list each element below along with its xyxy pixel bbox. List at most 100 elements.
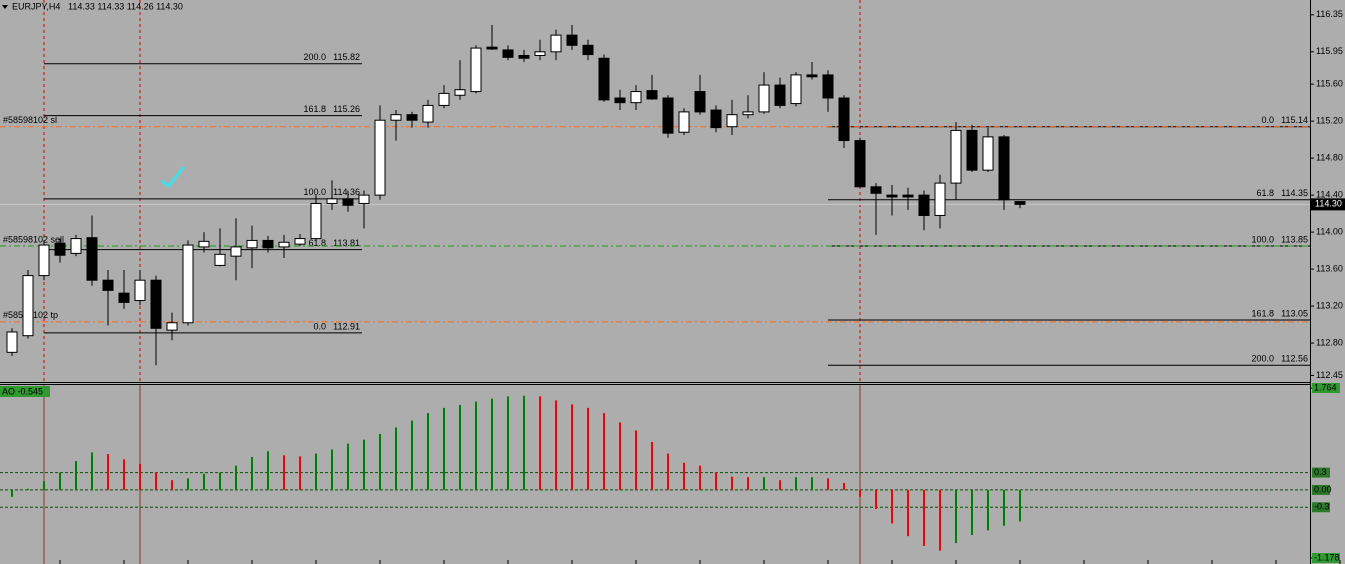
candle-body: [918, 194, 930, 216]
y-tick-label: 116.35: [1316, 9, 1343, 19]
candle-body: [726, 114, 738, 128]
candle-body: [294, 238, 306, 245]
candle-body: [982, 136, 994, 171]
check-mark: [161, 166, 186, 189]
candle-body: [566, 34, 578, 46]
candle-body: [886, 194, 898, 198]
candle-body: [742, 111, 754, 116]
candle-body: [102, 279, 114, 291]
candle-body: [86, 237, 98, 281]
y-tick-label: 115.95: [1316, 46, 1343, 56]
candle-body: [310, 202, 322, 240]
candle-body: [182, 244, 194, 324]
candle-body: [950, 129, 962, 184]
candle-body: [790, 74, 802, 105]
candle-body: [998, 136, 1010, 201]
candle-body: [374, 119, 386, 196]
symbol: EURJPY,H4: [12, 1, 60, 11]
candle-body: [406, 114, 418, 121]
candle-body: [806, 74, 818, 78]
y-tick-box: [1312, 467, 1330, 478]
y-tick-label: 1.764: [1314, 382, 1337, 392]
fibo-level-label: 61.8: [1256, 188, 1274, 198]
y-tick-label: -1.178: [1314, 552, 1340, 562]
candle-body: [854, 140, 866, 188]
candle-body: [838, 97, 850, 142]
candle-body: [758, 84, 770, 113]
order-label: #58598102 sl: [3, 115, 57, 125]
candle-body: [550, 34, 562, 53]
candle-body: [630, 91, 642, 104]
candle-body: [246, 239, 258, 249]
y-tick-box: [1312, 553, 1340, 563]
fibo-level-label: 200.0: [1251, 354, 1274, 364]
y-tick-label: 114.00: [1316, 226, 1343, 236]
fibo-price-label: 115.14: [1281, 115, 1308, 125]
y-tick-label: 115.20: [1316, 116, 1343, 126]
fibo-level-label: 161.8: [303, 104, 326, 114]
candle-body: [614, 97, 626, 104]
candle-body: [342, 198, 354, 206]
candle-body: [326, 198, 338, 204]
candle-body: [166, 322, 178, 331]
y-tick-label: 115.60: [1316, 79, 1343, 89]
y-tick-label: -0.3: [1314, 502, 1330, 512]
indicator-label: AO -0.545: [2, 386, 43, 396]
y-tick-label: 113.20: [1316, 300, 1343, 310]
candle-body: [262, 239, 274, 249]
fibo-level-label: 0.0: [1261, 115, 1274, 125]
candle-body: [966, 129, 978, 171]
candle-body: [118, 292, 130, 303]
fibo-price-label: 115.82: [333, 52, 360, 62]
candle-body: [198, 240, 210, 248]
candle-body: [502, 49, 514, 58]
candle-body: [438, 92, 450, 106]
current-price-label: 114.30: [1315, 199, 1342, 209]
candle-body: [422, 104, 434, 123]
fibo-price-label: 113.81: [333, 238, 360, 248]
candle-body: [134, 279, 146, 302]
candle-body: [822, 74, 834, 99]
order-label: #58598102 sell: [3, 234, 64, 244]
candle-body: [54, 242, 66, 256]
y-tick-label: 114.80: [1316, 153, 1343, 163]
candle-body: [150, 279, 162, 329]
y-tick-label: 114.40: [1316, 189, 1343, 199]
candle-body: [710, 109, 722, 129]
fibo-price-label: 113.85: [1281, 234, 1308, 244]
fibo-price-label: 114.36: [333, 187, 360, 197]
candle-body: [646, 90, 658, 100]
candle-body: [358, 194, 370, 204]
candle-body: [902, 194, 914, 198]
candle-body: [486, 46, 498, 50]
candle-body: [934, 182, 946, 216]
candle-body: [470, 47, 482, 93]
menu-arrow: [2, 5, 8, 9]
candle-body: [454, 89, 466, 96]
candle-body: [694, 91, 706, 113]
current-price-tag: [1310, 198, 1345, 211]
fibo-level-label: 100.0: [303, 187, 326, 197]
fibo-price-label: 115.26: [333, 104, 360, 114]
y-tick-box: [1312, 502, 1330, 513]
candle-body: [582, 44, 594, 56]
candle-body: [38, 244, 50, 277]
y-tick-box: [1312, 383, 1340, 393]
candle-body: [598, 57, 610, 101]
fibo-price-label: 112.91: [333, 321, 360, 331]
fibo-price-label: 113.05: [1281, 308, 1308, 318]
candle-body: [774, 84, 786, 106]
y-tick-label: 113.60: [1316, 263, 1343, 273]
candle-body: [870, 186, 882, 194]
fibo-level-label: 100.0: [1251, 234, 1274, 244]
fibo-level-label: 0.0: [313, 321, 326, 331]
fibo-level-label: 61.8: [308, 238, 326, 248]
fibo-level-label: 161.8: [1251, 308, 1274, 318]
y-tick-box: [1312, 484, 1330, 495]
candle-body: [518, 54, 530, 59]
candle-body: [534, 51, 546, 56]
candle-body: [678, 111, 690, 133]
candle-body: [1014, 201, 1026, 205]
